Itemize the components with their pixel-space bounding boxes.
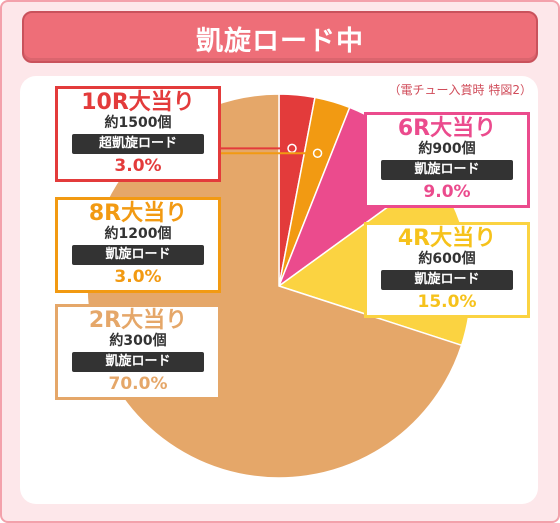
mode-badge: 凱旋ロード [72,245,204,265]
rounds-label: 8R大当り [88,201,188,226]
balls-label: 約1500個 [104,115,172,131]
balls-label: 約1200個 [104,226,172,242]
chart-note: （電チュー入賞時 特図2） [388,83,532,97]
rounds-label: 4R大当り [397,226,497,251]
balls-label: 約900個 [418,141,476,157]
percent-label: 3.0% [114,156,162,176]
leader-dot-1 [287,143,297,154]
slice-label-4r: 4R大当り 約600個 凱旋ロード 15.0% [364,222,530,318]
mode-badge: 超凱旋ロード [72,134,204,154]
percent-label: 3.0% [114,267,162,287]
rounds-label: 10R大当り [81,90,195,115]
rounds-label: 2R大当り [88,308,188,333]
slice-label-10r: 10R大当り 約1500個 超凱旋ロード 3.0% [55,86,221,182]
balls-label: 約300個 [109,333,167,349]
rounds-label: 6R大当り [397,116,497,141]
slice-label-2r: 2R大当り 約300個 凱旋ロード 70.0% [55,304,221,400]
chart-title: 凱旋ロード中 [196,26,364,57]
balls-label: 約600個 [418,251,476,267]
percent-label: 15.0% [417,292,477,312]
mode-badge: 凱旋ロード [72,352,204,372]
percent-label: 9.0% [423,182,471,202]
slice-label-6r: 6R大当り 約900個 凱旋ロード 9.0% [364,112,530,208]
leader-dot-2 [312,148,323,158]
mode-badge: 凱旋ロード [381,270,513,290]
mode-badge: 凱旋ロード [381,160,513,180]
slice-label-8r: 8R大当り 約1200個 凱旋ロード 3.0% [55,197,221,293]
title-bar: 凱旋ロード中 [22,11,538,63]
percent-label: 70.0% [108,374,168,394]
